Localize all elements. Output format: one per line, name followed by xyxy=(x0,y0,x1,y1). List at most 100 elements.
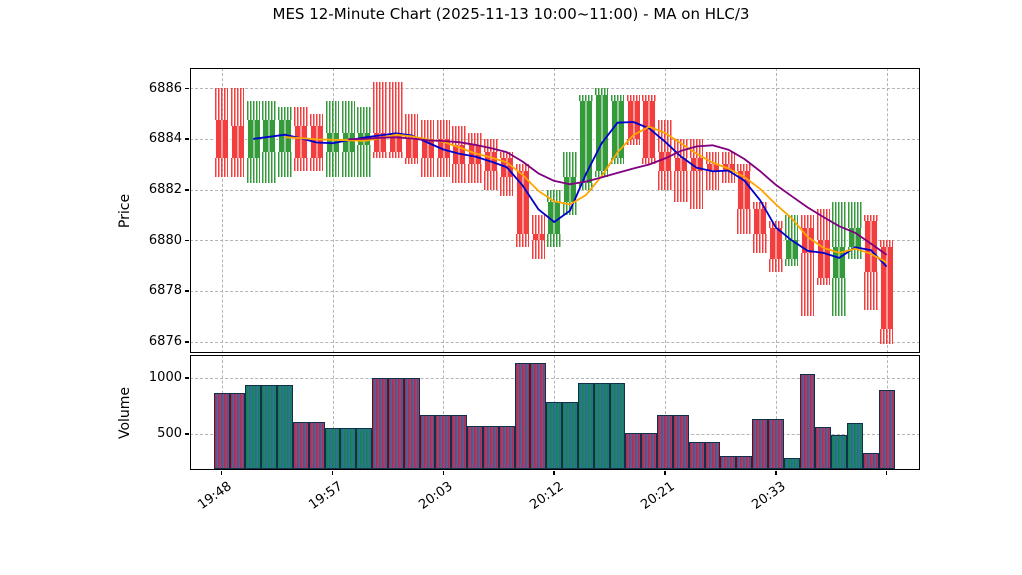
volume-bar-up xyxy=(324,428,341,469)
volume-bar-down xyxy=(467,426,483,469)
volume-bar-down xyxy=(403,377,420,469)
x-tick-mark xyxy=(331,471,334,475)
candle-body-down xyxy=(404,138,419,158)
price-gridline-v xyxy=(221,68,223,353)
volume-bar-down xyxy=(641,433,658,469)
ma-medium-line xyxy=(284,125,888,264)
volume-bar-up xyxy=(831,435,848,469)
volume-bar-down xyxy=(229,393,246,469)
volume-bar-down xyxy=(625,433,642,469)
volume-gridline-v xyxy=(443,355,445,470)
candle-body-down xyxy=(864,221,878,272)
x-tick-label: 20:12 xyxy=(527,479,567,513)
candle-body-down xyxy=(515,170,530,234)
candle-body-down xyxy=(769,227,783,260)
candle-body-down xyxy=(689,157,704,171)
price-ytick-mark xyxy=(185,189,189,191)
volume-bar-down xyxy=(498,426,515,469)
x-tick-mark xyxy=(885,471,888,475)
x-tick-mark xyxy=(553,471,555,475)
candle-body-down xyxy=(230,126,245,158)
volume-bar-down xyxy=(387,377,404,469)
volume-bar-up xyxy=(261,385,278,469)
x-tick-mark xyxy=(664,471,666,475)
x-tick-mark xyxy=(220,471,223,475)
volume-bar-down xyxy=(213,393,230,469)
candle-body-up xyxy=(325,132,340,152)
volume-ytick-mark xyxy=(185,377,189,379)
candle-body-down xyxy=(626,100,641,139)
candle-body-up xyxy=(262,119,276,152)
price-ytick-label: 6884 xyxy=(148,131,182,147)
candle-body-down xyxy=(452,145,466,165)
volume-bar-down xyxy=(530,362,547,469)
volume-bar-down xyxy=(672,414,689,469)
volume-bar-down xyxy=(720,456,737,469)
ma-fast-line xyxy=(253,121,888,268)
volume-bar-down xyxy=(514,362,531,469)
candle-body-up xyxy=(610,100,625,158)
volume-bar-down xyxy=(704,441,721,469)
price-ytick-label: 6880 xyxy=(148,232,182,248)
volume-bar-up xyxy=(593,383,610,469)
volume-bar-down xyxy=(736,456,753,469)
volume-bar-down xyxy=(451,415,468,469)
volume-gridline-v xyxy=(332,355,334,470)
volume-bar-down xyxy=(767,419,784,469)
candle-body-up xyxy=(784,240,799,260)
x-tick-mark xyxy=(775,471,777,475)
volume-bar-up xyxy=(277,385,293,469)
price-ytick-mark xyxy=(185,138,189,140)
candle-body-up xyxy=(278,119,292,152)
volume-bar-up xyxy=(847,422,863,469)
candle-body-down xyxy=(879,246,894,329)
x-tick-label: 20:21 xyxy=(638,479,678,513)
x-tick-mark xyxy=(442,471,445,475)
volume-bar-up xyxy=(577,383,594,469)
volume-ytick-mark xyxy=(185,433,189,435)
candle-body-up xyxy=(579,100,593,184)
volume-bar-up xyxy=(783,457,800,469)
volume-bar-up xyxy=(340,428,357,469)
chart-title: MES 12-Minute Chart (2025-11-13 10:00~11… xyxy=(272,5,750,23)
candle-range-down xyxy=(674,138,688,203)
x-tick-label: 20:33 xyxy=(749,479,789,513)
volume-bar-down xyxy=(815,427,832,469)
volume-bar-down xyxy=(372,377,388,469)
price-ytick-label: 6876 xyxy=(148,334,182,350)
price-gridline-v xyxy=(665,68,667,353)
volume-bar-down xyxy=(292,422,309,469)
candle-body-up xyxy=(341,132,356,152)
x-tick-label: 20:03 xyxy=(416,479,456,513)
price-ytick-label: 6882 xyxy=(148,182,182,198)
price-gridline-v xyxy=(443,68,445,353)
candle-body-down xyxy=(468,145,482,165)
volume-bar-up xyxy=(609,383,626,469)
candle-body-down xyxy=(705,164,720,171)
volume-bar-down xyxy=(752,419,768,469)
volume-bar-down xyxy=(308,422,325,469)
candle-body-down xyxy=(294,126,308,158)
volume-ytick-label: 1000 xyxy=(148,370,182,386)
volume-bar-up xyxy=(546,402,563,469)
volume-bar-down xyxy=(419,415,436,469)
candle-body-down xyxy=(674,157,688,171)
price-ytick-label: 6886 xyxy=(148,80,182,96)
candle-body-down xyxy=(753,208,767,234)
price-gridline-v xyxy=(886,68,888,353)
candle-body-down xyxy=(214,119,229,158)
x-tick-label xyxy=(825,479,891,525)
candle-body-down xyxy=(531,233,546,241)
price-ytick-mark xyxy=(185,341,189,343)
price-ytick-label: 6878 xyxy=(148,283,182,299)
volume-bar-down xyxy=(878,389,895,469)
price-gridline-v xyxy=(775,68,777,353)
candle-body-up xyxy=(547,202,561,234)
price-ytick-mark xyxy=(185,290,189,292)
x-tick-label: 19:48 xyxy=(194,479,235,513)
volume-bar-down xyxy=(435,415,452,469)
volume-bar-up xyxy=(562,402,578,469)
volume-bar-up xyxy=(245,385,262,469)
volume-bar-down xyxy=(482,426,499,469)
